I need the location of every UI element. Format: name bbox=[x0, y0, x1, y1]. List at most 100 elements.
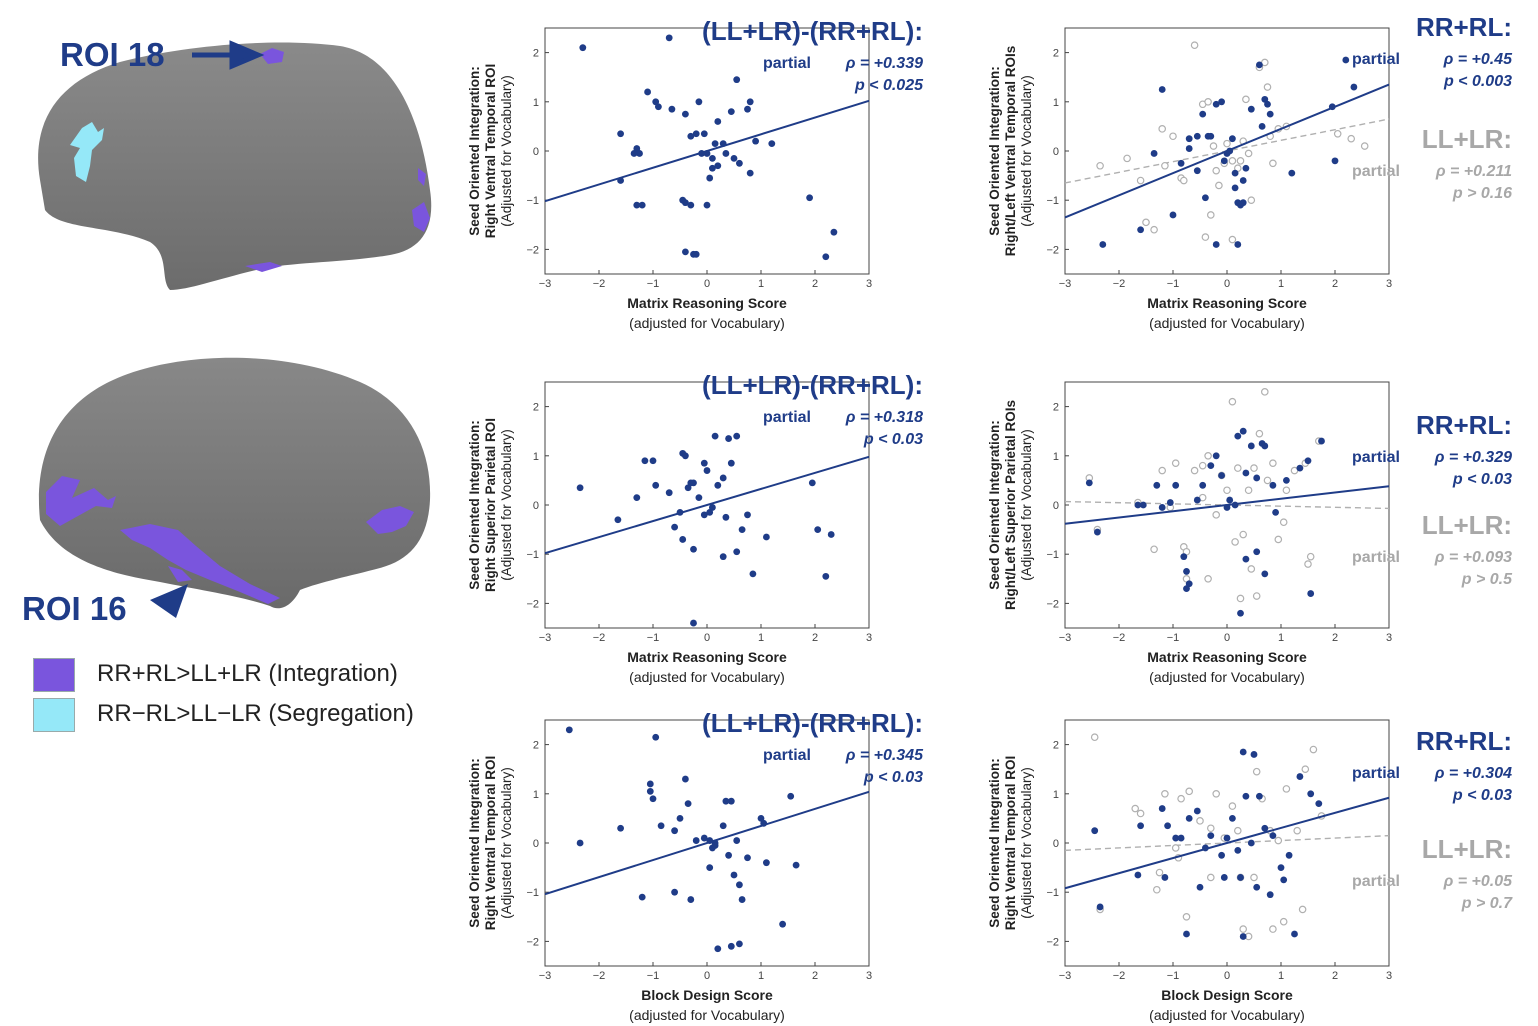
y-tick-label: −1 bbox=[526, 887, 539, 899]
data-point bbox=[768, 140, 776, 148]
annotation-ll-lr: LL+LR: partial ρ = +0.093 p > 0.5 bbox=[1352, 510, 1513, 588]
data-point bbox=[703, 150, 711, 157]
y-tick-label: 0 bbox=[533, 500, 539, 512]
x-axis-label: Block Design Score bbox=[641, 987, 773, 1003]
annotation-stat: ρ = +0.05 bbox=[1443, 873, 1514, 890]
data-point bbox=[1250, 751, 1258, 758]
data-point bbox=[744, 511, 751, 519]
annotation-title: (LL+LR)-(RR+RL): bbox=[702, 708, 923, 738]
data-point bbox=[1247, 839, 1255, 847]
data-point bbox=[1171, 459, 1180, 467]
data-point bbox=[649, 795, 657, 803]
annotation-stat: ρ = +0.329 bbox=[1434, 449, 1512, 466]
data-point bbox=[1234, 464, 1242, 472]
data-point bbox=[1158, 86, 1166, 93]
data-point bbox=[644, 88, 651, 96]
series-main bbox=[544, 34, 870, 261]
y-tick-label: 1 bbox=[533, 789, 539, 801]
data-point bbox=[703, 201, 711, 209]
annotation-p: p > 0.5 bbox=[1461, 571, 1513, 588]
y-tick-label: 2 bbox=[533, 48, 539, 60]
x-axis-sublabel: (adjusted for Vocabulary) bbox=[629, 669, 785, 685]
data-point bbox=[1261, 824, 1269, 832]
data-point bbox=[1228, 157, 1237, 165]
x-tick-label: 1 bbox=[758, 278, 764, 290]
y-tick-label: 2 bbox=[533, 402, 539, 414]
x-axis-label: Matrix Reasoning Score bbox=[1147, 295, 1307, 311]
x-tick-label: −3 bbox=[539, 970, 552, 982]
x-tick-label: −2 bbox=[1113, 632, 1126, 644]
x-tick-label: 3 bbox=[866, 278, 872, 290]
x-axis-sublabel: (adjusted for Vocabulary) bbox=[629, 1007, 785, 1023]
annotation-main: (LL+LR)-(RR+RL): partial ρ = +0.339 p < 0.0… bbox=[702, 16, 924, 94]
data-point bbox=[727, 108, 735, 116]
data-point bbox=[700, 459, 708, 467]
data-point bbox=[1237, 201, 1244, 209]
data-point bbox=[1236, 594, 1245, 603]
x-tick-label: 3 bbox=[866, 632, 872, 644]
data-point bbox=[1282, 486, 1291, 495]
x-tick-label: 2 bbox=[1332, 278, 1338, 290]
y-tick-label: −2 bbox=[1046, 936, 1059, 948]
data-point bbox=[1161, 161, 1169, 170]
roi-16-arrow-icon bbox=[150, 584, 188, 618]
y-axis-label-line-2: Right Ventral Temporal ROI bbox=[483, 756, 498, 931]
y-axis-label-line-1: Seed Oriented Integration: bbox=[467, 66, 482, 236]
chart-2: −3 −2 −1 0 1 2 3 2 1 0 −1 −2 Matrix Reasoning Score (… bbox=[987, 12, 1513, 331]
y-tick-label: 1 bbox=[1053, 451, 1059, 463]
data-point bbox=[1158, 125, 1167, 133]
y-tick-label: −1 bbox=[1046, 195, 1059, 207]
data-point bbox=[1202, 844, 1209, 852]
y-tick-label: 0 bbox=[533, 838, 539, 850]
y-axis-label-line-3: (Adjusted for Vocabulary) bbox=[1019, 429, 1034, 581]
data-point bbox=[1096, 903, 1104, 911]
data-point bbox=[1223, 139, 1231, 148]
y-axis-label-line-3: (Adjusted for Vocabulary) bbox=[499, 75, 514, 227]
annotation-stat-prefix: partial bbox=[1352, 549, 1400, 566]
data-point bbox=[1193, 496, 1201, 504]
data-point bbox=[652, 481, 660, 489]
data-point bbox=[1247, 442, 1255, 450]
data-point bbox=[711, 842, 719, 849]
annotation-stat: ρ = +0.093 bbox=[1434, 549, 1512, 566]
data-point bbox=[792, 861, 800, 869]
data-point bbox=[1244, 486, 1253, 495]
charts: −3 −2 −1 0 1 2 3 2 1 0 −1 −2 Matrix Reasoning Score (… bbox=[467, 12, 1513, 1023]
series-main bbox=[544, 432, 870, 627]
x-tick-label: −1 bbox=[647, 970, 660, 982]
x-axis-sublabel: (adjusted for Vocabulary) bbox=[1149, 1007, 1305, 1023]
x-axis-label: Matrix Reasoning Score bbox=[627, 649, 787, 665]
fit-line bbox=[544, 790, 870, 896]
data-point bbox=[1199, 110, 1207, 118]
data-point bbox=[1090, 733, 1099, 742]
data-point bbox=[733, 837, 741, 844]
y-tick-label: −1 bbox=[1046, 887, 1059, 899]
data-point bbox=[727, 459, 735, 467]
roi-18-label: ROI 18 bbox=[60, 36, 165, 73]
x-axis-label: Matrix Reasoning Score bbox=[1147, 649, 1307, 665]
data-point bbox=[1212, 452, 1220, 460]
data-point bbox=[760, 819, 768, 827]
data-point bbox=[722, 513, 730, 521]
data-point bbox=[1318, 437, 1325, 445]
annotation-stat: ρ = +0.345 bbox=[845, 747, 924, 764]
data-point bbox=[1242, 164, 1250, 172]
y-tick-label: 0 bbox=[533, 146, 539, 158]
data-point bbox=[676, 508, 684, 516]
data-point bbox=[695, 494, 703, 502]
annotation-title: LL+LR: bbox=[1422, 124, 1512, 154]
data-point bbox=[1347, 134, 1356, 143]
data-point bbox=[725, 851, 732, 859]
y-tick-label: −2 bbox=[526, 936, 539, 948]
data-point bbox=[1142, 218, 1150, 227]
data-point bbox=[736, 881, 743, 889]
annotation-ll-lr: LL+LR: partial ρ = +0.211 p > 0.16 bbox=[1352, 124, 1512, 202]
x-tick-label: 2 bbox=[812, 278, 818, 290]
y-tick-label: 2 bbox=[533, 740, 539, 752]
x-axis-label: Matrix Reasoning Score bbox=[627, 295, 787, 311]
data-point bbox=[736, 940, 743, 948]
data-point bbox=[746, 169, 754, 177]
data-point bbox=[1229, 815, 1236, 822]
roi-integration-patch-bottom-c bbox=[366, 506, 414, 534]
data-point bbox=[1237, 609, 1244, 617]
